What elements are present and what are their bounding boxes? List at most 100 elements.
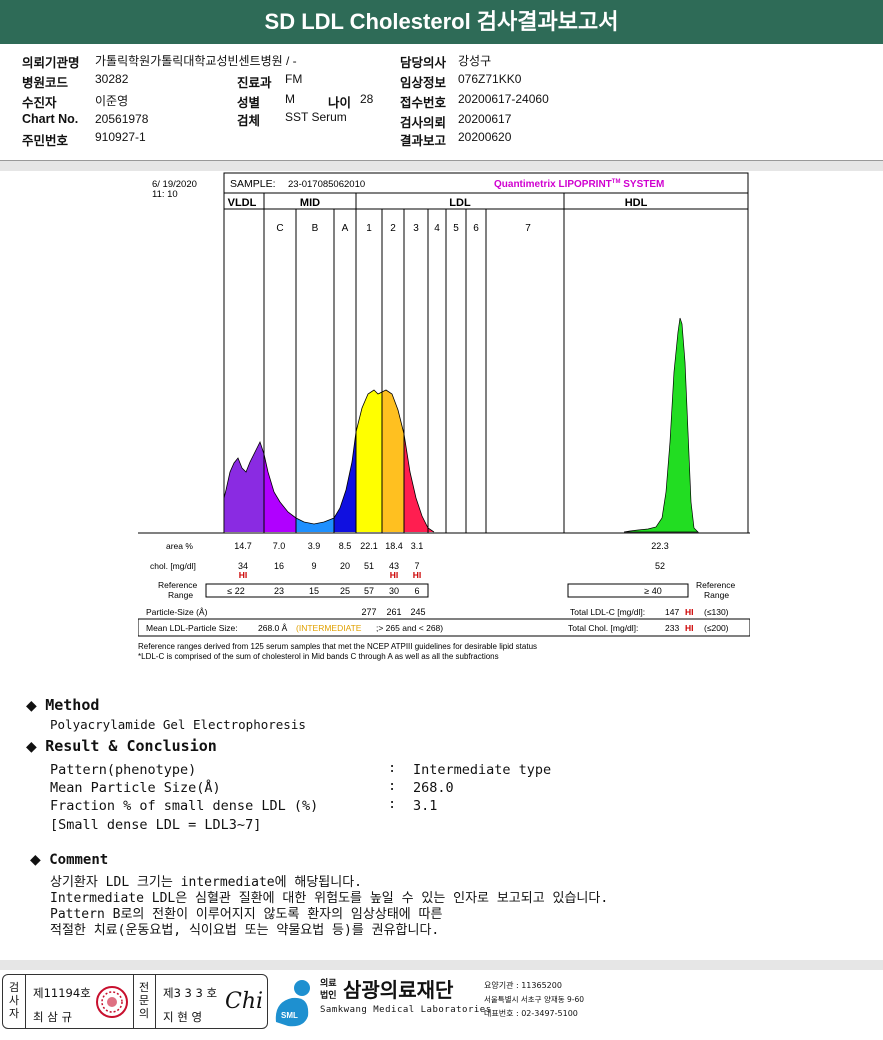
result-label-1: Pattern(phenotype) [50, 762, 197, 778]
hospital-code-label: 병원코드 [22, 76, 69, 90]
logo-text: SML [281, 1011, 298, 1020]
system-brand-suffix: SYSTEM [620, 179, 664, 190]
sample-id: 23-017085062010 [288, 179, 365, 190]
divider [0, 160, 883, 161]
total-chol-label: Total Chol. [mg/dl]: [568, 623, 638, 633]
sex-value: M [285, 92, 295, 106]
total-ldl-flag: HI [685, 607, 694, 617]
particle-row: 277 261 245 [361, 607, 425, 617]
curve-ldl2 [382, 390, 404, 532]
particle-label: Particle-Size (Å) [146, 607, 208, 617]
hi-flag: HI [413, 570, 422, 580]
area-value: 7.0 [273, 541, 286, 551]
mean-value: 268.0 Å [258, 623, 288, 633]
system-brand-tm: TM [612, 179, 621, 185]
chart-no-label: Chart No. [22, 112, 79, 126]
particle-value: 245 [410, 607, 425, 617]
seal-inner-ring [101, 991, 123, 1013]
request-value: 20200617 [458, 112, 512, 126]
result-value-3: 3.1 [413, 798, 438, 814]
subfraction-label-2: 2 [390, 223, 396, 234]
report-value: 20200620 [458, 130, 512, 144]
total-chol-flag: HI [685, 623, 694, 633]
group-mid: MID [300, 197, 320, 209]
chol-value: 7 [414, 561, 419, 571]
result-value-1: Intermediate type [413, 762, 552, 778]
logo-dot [294, 980, 310, 996]
ref-right-2: Range [704, 590, 729, 600]
inspector-number: 제11194호 [33, 986, 91, 1000]
chol-row: 34 16 9 20 51 43 7 52 [238, 561, 665, 571]
result-label-2: Mean Particle Size(Å) [50, 780, 221, 796]
seal-icon [96, 986, 128, 1018]
ssn-label: 주민번호 [22, 134, 69, 148]
area-row: 14.7 7.0 3.9 8.5 22.1 18.4 3.1 22.3 [234, 541, 669, 551]
subfraction-label-3: 3 [413, 223, 419, 234]
sig-divider [25, 975, 26, 1028]
flag-row: HI HI HI [239, 570, 422, 580]
particle-value: 261 [386, 607, 401, 617]
result-label-3: Fraction % of small dense LDL (%) [50, 798, 319, 814]
note-1: Reference ranges derived from 125 serum … [138, 642, 537, 651]
area-value: 3.9 [308, 541, 321, 551]
ssn-value: 910927-1 [95, 130, 146, 144]
chart-no-value: 20561978 [95, 112, 149, 126]
group-vldl: VLDL [228, 197, 257, 209]
age-value: 28 [360, 92, 374, 106]
sml-logo-icon: SML [275, 980, 310, 1027]
curve-ldl1 [356, 390, 382, 532]
group-hdl: HDL [625, 197, 648, 209]
curve-mid-a [334, 432, 356, 532]
curve-outline [223, 389, 435, 533]
signature-box: 검사자 제11194호 최 삼 규 전문의 제3 3 3 호 지 현 영 Chi [2, 974, 268, 1029]
receipt-value: 20200617-24060 [458, 92, 549, 106]
area-value: 3.1 [411, 541, 424, 551]
specimen-label: 검체 [237, 114, 261, 128]
ref-value: ≥ 40 [644, 586, 661, 596]
chol-label: chol. [mg/dl] [150, 561, 196, 571]
curve-mid-c [264, 454, 296, 532]
mean-ref: ;> 265 and < 268) [376, 623, 443, 633]
system-brand-name: Quantimetrix LIPOPRINT [494, 179, 612, 190]
subfraction-label-B: B [312, 223, 319, 234]
ref-value: ≤ 22 [227, 586, 244, 596]
age-label: 나이 [328, 96, 352, 110]
subfraction-label-5: 5 [453, 223, 459, 234]
subfraction-label-6: 6 [473, 223, 479, 234]
mean-class: (INTERMEDIATE [296, 623, 362, 633]
method-heading: ◆ Method [26, 696, 99, 714]
result-heading-text: Result & Conclusion [45, 737, 217, 755]
chol-value: 34 [238, 561, 248, 571]
sig-divider [133, 975, 134, 1028]
inst-code: 요양기관 : 11365200 [484, 981, 562, 990]
total-chol-ref: (≤200) [704, 623, 729, 633]
footer: 검사자 제11194호 최 삼 규 전문의 제3 3 3 호 지 현 영 Chi… [0, 972, 883, 1034]
request-label: 검사의뢰 [400, 116, 447, 130]
result-value-2: 268.0 [413, 780, 454, 796]
inspector-name: 최 삼 규 [33, 1010, 73, 1024]
particle-value: 277 [361, 607, 376, 617]
comment-line-1: 상기환자 LDL 크기는 intermediate에 해당됩니다. [50, 875, 363, 890]
seal-center [107, 997, 117, 1007]
comment-heading-text: Comment [49, 852, 109, 868]
ref-box-left [205, 583, 429, 598]
comment-heading: ◆ Comment [30, 852, 108, 868]
specimen-value: SST Serum [285, 110, 347, 124]
diamond-bullet-icon: ◆ [30, 852, 41, 868]
comment-line-2: Intermediate LDL은 심혈관 질환에 대한 위험도를 높일 수 있… [50, 891, 609, 906]
dept-value: FM [285, 72, 303, 86]
ref-box-right [567, 583, 689, 598]
footer-band [0, 960, 883, 970]
total-ldl-value: 147 [665, 607, 679, 617]
group-ldl: LDL [449, 197, 471, 209]
hi-flag: HI [239, 570, 248, 580]
curve-mid-b [296, 518, 334, 532]
area-label: area % [166, 541, 193, 551]
doctor-value: 강성구 [458, 54, 492, 68]
seal-outer-ring [96, 986, 128, 1018]
total-chol-value: 233 [665, 623, 679, 633]
chol-value: 51 [364, 561, 374, 571]
logo-body [275, 997, 309, 1027]
curve-ldl3 [404, 434, 434, 532]
result-sep-1: : [388, 760, 397, 776]
